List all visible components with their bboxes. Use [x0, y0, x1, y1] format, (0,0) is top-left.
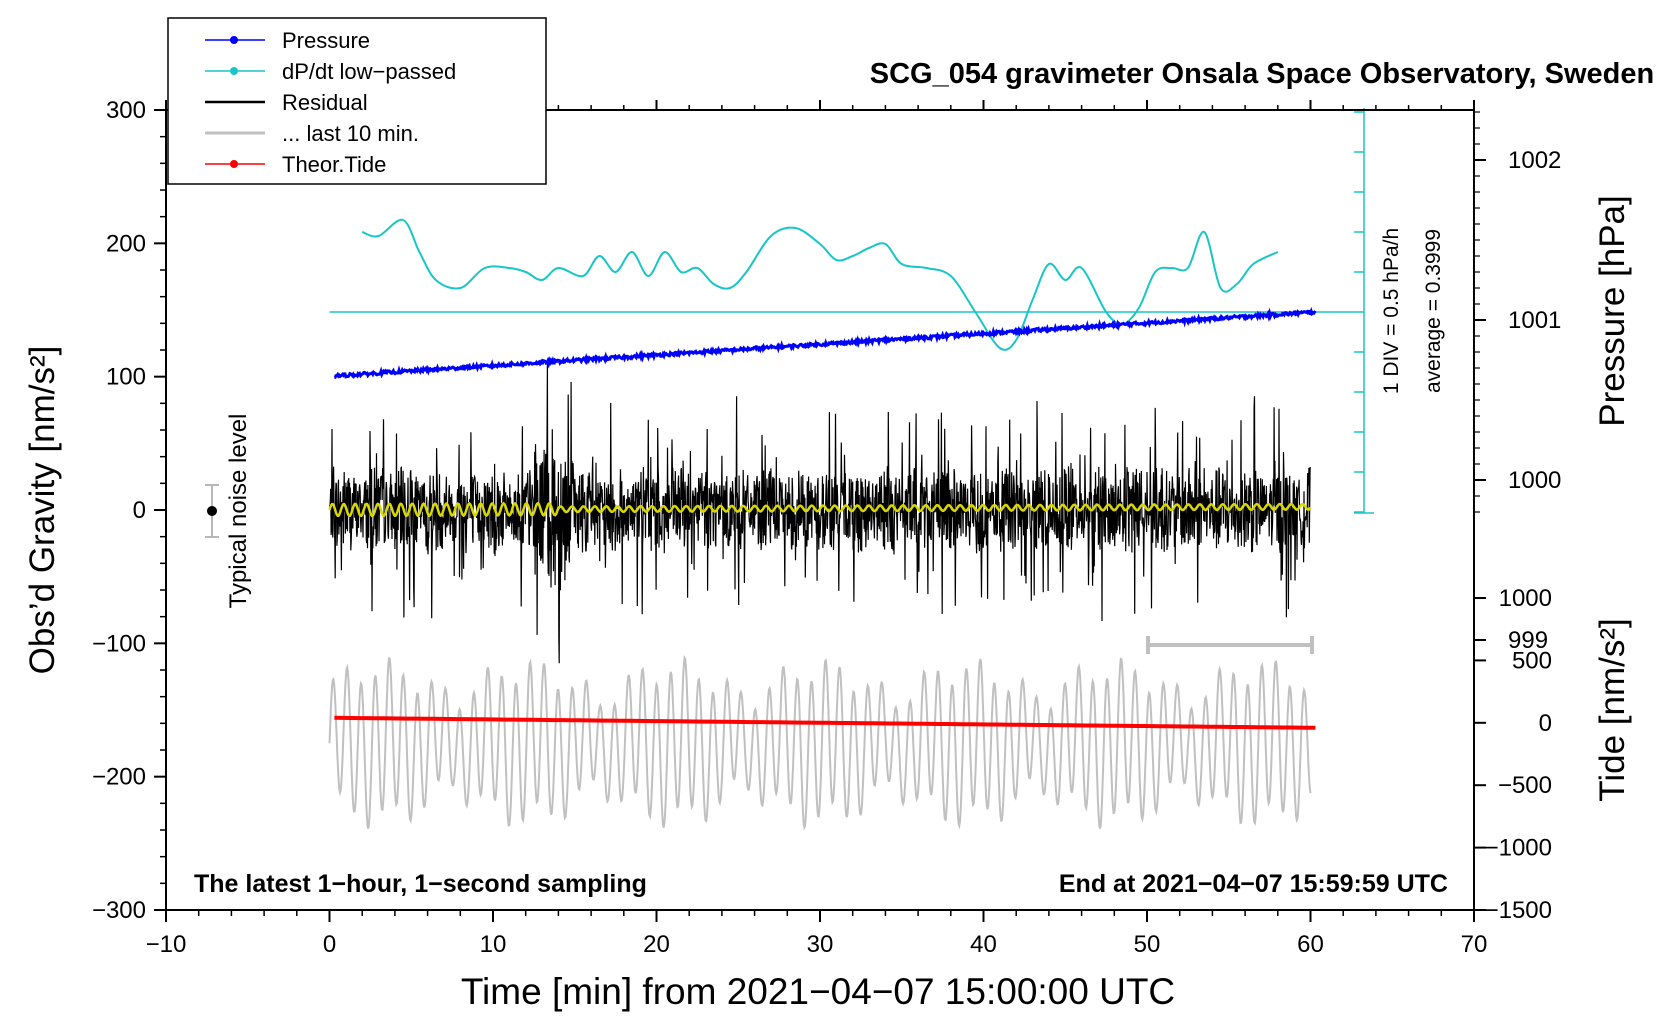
x-tick-label: 10 — [480, 931, 507, 958]
y-axis-pressure: 1002 1001 1000 999 — [1474, 111, 1561, 654]
dpdt-lowpassed-trace — [361, 218, 1279, 351]
tide-tick-label: 1000 — [1499, 585, 1552, 612]
y-tick-label: −300 — [92, 897, 146, 924]
footer-left: The latest 1−hour, 1−second sampling — [194, 870, 647, 898]
dpdt-scale-ticks — [1354, 111, 1374, 514]
legend-tide: Theor.Tide — [282, 152, 386, 177]
noise-level-marker — [205, 484, 219, 538]
x-axis: −10 0 10 20 30 40 50 60 70 — [146, 100, 1488, 958]
pressure-tick-label: 999 — [1508, 627, 1548, 654]
y-tick-label: 200 — [106, 230, 146, 257]
y-tick-label: 100 — [106, 364, 146, 391]
y-axis-label-pressure: Pressure [hPa] — [1593, 195, 1632, 427]
legend-pressure: Pressure — [282, 28, 370, 53]
x-tick-label: 20 — [643, 931, 670, 958]
last-10-min-bracket — [1146, 636, 1314, 654]
tide-tick-label: −1500 — [1485, 897, 1552, 924]
y-axis-label-left: Obs’d Gravity [nm/s²] — [23, 346, 62, 675]
tide-tick-label: 0 — [1539, 710, 1552, 737]
last-10-min-trace — [328, 654, 1312, 831]
legend-last10: ... last 10 min. — [282, 121, 419, 146]
filtered-residual-trace — [328, 501, 1312, 518]
noise-level-label: Typical noise level — [225, 414, 252, 609]
legend: Pressure dP/dt low−passed Residual ... l… — [167, 17, 547, 185]
y-axis-left: 300 200 100 0 −100 −200 −300 — [92, 97, 166, 924]
pressure-tick-label: 1002 — [1508, 147, 1561, 174]
x-tick-label: 50 — [1134, 931, 1161, 958]
dpdt-scale-label: 1 DIV = 0.5 hPa/h — [1380, 228, 1403, 394]
tide-tick-label: −500 — [1498, 772, 1552, 799]
y-tick-label: −200 — [92, 764, 146, 791]
y-axis-tide: 1000 500 0 −500 −1000 −1500 — [1474, 585, 1552, 924]
x-tick-label: 70 — [1461, 931, 1488, 958]
chart-title: SCG_054 gravimeter Onsala Space Observat… — [870, 58, 1654, 90]
x-axis-label: Time [min] from 2021−04−07 15:00:00 UTC — [461, 971, 1175, 1012]
footer-right: End at 2021−04−07 15:59:59 UTC — [1059, 870, 1448, 898]
x-tick-label: 0 — [323, 931, 336, 958]
y-tick-label: 300 — [106, 97, 146, 124]
pressure-trace — [333, 306, 1317, 380]
tide-tick-label: −1000 — [1485, 835, 1552, 862]
residual-trace — [328, 363, 1312, 664]
theor-tide-trace — [334, 715, 1316, 730]
x-tick-label: 30 — [807, 931, 834, 958]
pressure-tick-label: 1001 — [1508, 307, 1561, 334]
y-axis-label-tide: Tide [nm/s²] — [1593, 618, 1632, 801]
x-tick-label: −10 — [146, 931, 187, 958]
x-tick-label: 40 — [970, 931, 997, 958]
legend-residual: Residual — [282, 90, 368, 115]
dpdt-average-label: average = 0.3999 — [1422, 229, 1445, 393]
x-tick-label: 60 — [1297, 931, 1324, 958]
legend-dpdt: dP/dt low−passed — [282, 59, 456, 84]
tide-tick-label: 500 — [1512, 647, 1552, 674]
pressure-tick-label: 1000 — [1508, 467, 1561, 494]
y-tick-label: −100 — [92, 630, 146, 657]
y-tick-label: 0 — [133, 497, 146, 524]
